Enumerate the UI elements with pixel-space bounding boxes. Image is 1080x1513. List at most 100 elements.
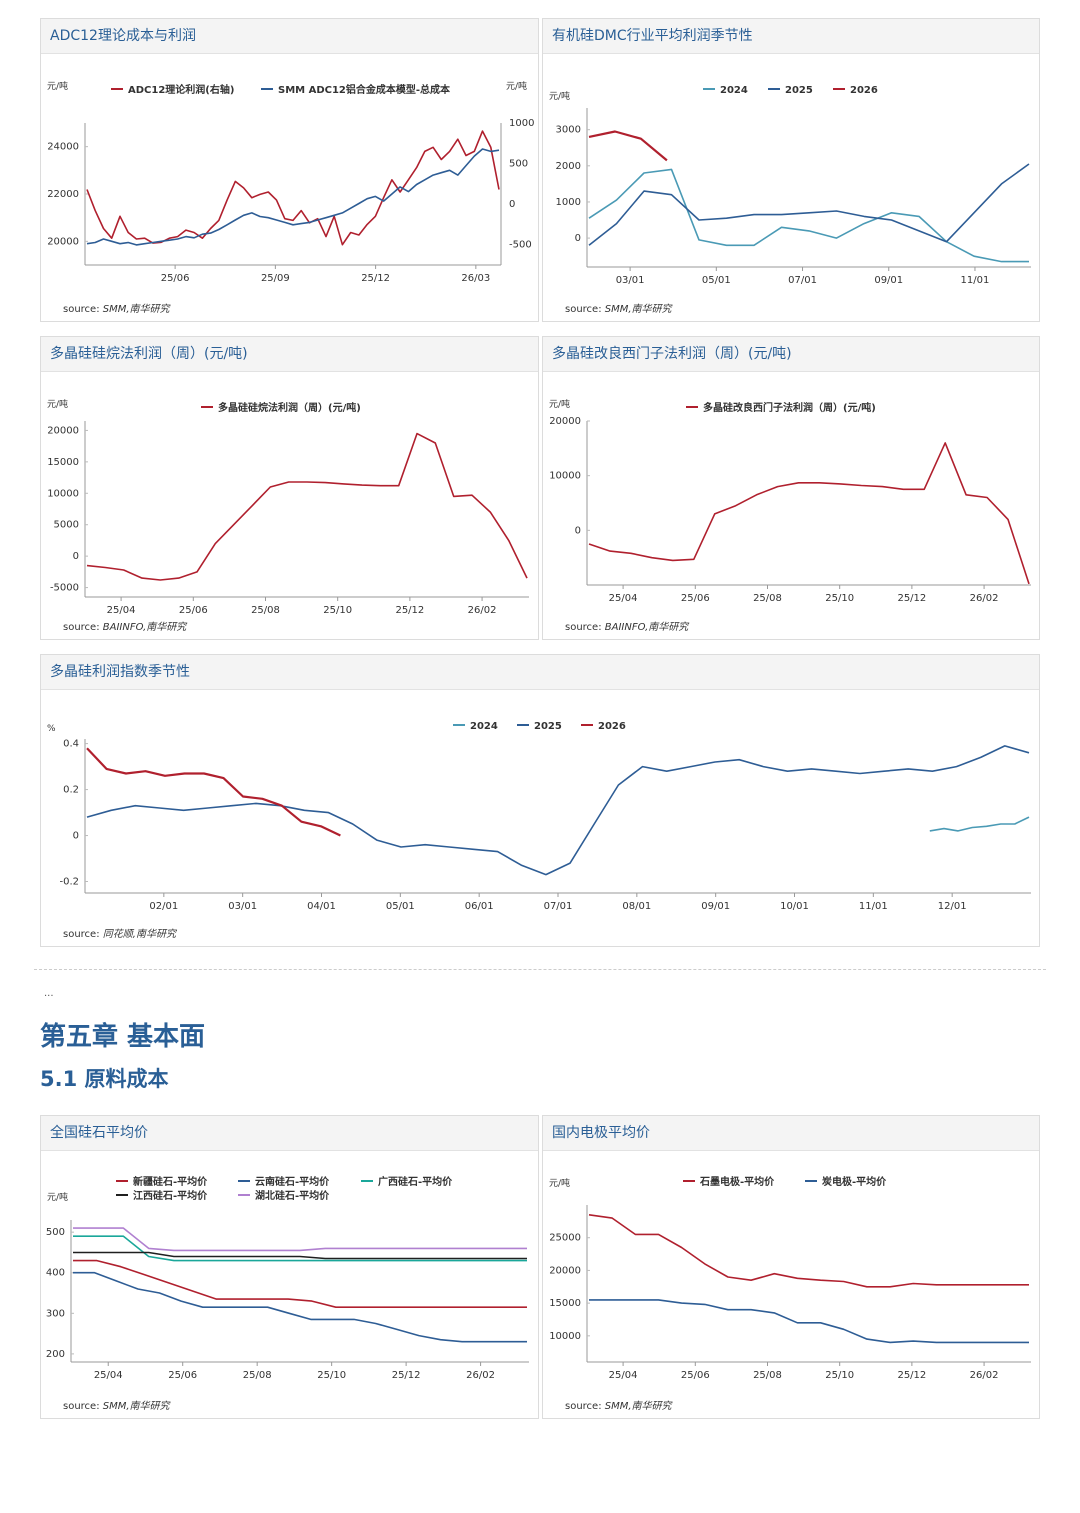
legend-label: 2024 (720, 85, 748, 96)
y-tick-label: 20000 (47, 236, 79, 247)
y-tick-label: 15000 (549, 1298, 581, 1309)
legend-label: 多晶硅硅烷法利润（周）(元/吨) (218, 401, 361, 414)
x-tick-label: 03/01 (228, 901, 257, 912)
y-tick-label: -0.2 (59, 877, 79, 888)
x-tick-label: 03/01 (616, 275, 645, 286)
y-tick-label: 3000 (556, 125, 581, 136)
x-tick-label: 26/02 (970, 1370, 999, 1381)
section-divider (34, 969, 1046, 970)
x-tick-label: 25/10 (323, 605, 352, 616)
y-right-tick-label: 1000 (509, 118, 534, 129)
legend-label: 新疆硅石-平均价 (133, 1175, 208, 1188)
chart-panel-poly-siemens: 多晶硅改良西门子法利润（周）(元/吨) 元/吨 20000 10000 0 25/04 2… (542, 336, 1040, 640)
ellipsis: ... (44, 988, 54, 999)
chart-svg: 元/吨 25000 20000 15000 10000 25/04 25/06 25/08 25… (549, 1175, 1031, 1381)
y-right-unit-label: 元/吨 (506, 80, 527, 92)
chart-title: 多晶硅利润指数季节性 (41, 655, 1039, 690)
y-right-tick-label: 500 (509, 159, 528, 170)
x-tick-label: 25/10 (825, 1370, 854, 1381)
x-tick-label: 25/12 (897, 1370, 926, 1381)
chart-svg: 元/吨 元/吨 24000 22000 20000 1000 500 0 -500 25/06 25… (47, 80, 534, 284)
source-label: source: (565, 304, 602, 315)
chart-title: 多晶硅硅烷法利润（周）(元/吨) (41, 337, 538, 372)
legend-label: 广西硅石-平均价 (378, 1175, 453, 1188)
x-tick-label: 06/01 (465, 901, 494, 912)
chart-source: source: SMM,南华研究 (63, 300, 170, 315)
chart-source: source: SMM,南华研究 (565, 300, 672, 315)
y-tick-label: 15000 (47, 457, 79, 468)
x-tick-label: 25/12 (897, 593, 926, 604)
chart-source: source: SMM,南华研究 (63, 1397, 170, 1412)
y-unit-label: 元/吨 (549, 1177, 570, 1189)
y-tick-label: 24000 (47, 142, 79, 153)
x-tick-label: 25/12 (392, 1370, 421, 1381)
chart-panel-poly-index: 多晶硅利润指数季节性 % 0.4 0.2 0 -0.2 02/01 03/01 04/01 05… (40, 654, 1040, 947)
y-unit-label: 元/吨 (47, 1191, 68, 1203)
y-tick-label: 400 (46, 1268, 65, 1279)
legend-label: 炭电极-平均价 (822, 1175, 887, 1188)
source-text: SMM,南华研究 (102, 304, 170, 315)
y-tick-label: 200 (46, 1349, 65, 1360)
chart-panel-dmc: 有机硅DMC行业平均利润季节性 元/吨 3000 2000 1000 0 03/01 05/… (542, 18, 1040, 322)
y-tick-label: 10000 (549, 471, 581, 482)
x-tick-label: 05/01 (386, 901, 415, 912)
y-tick-label: 10000 (47, 488, 79, 499)
legend-label: 2026 (598, 721, 626, 732)
chart-title: 全国硅石平均价 (41, 1116, 538, 1151)
y-unit-label: 元/吨 (549, 90, 570, 102)
y-tick-label: 500 (46, 1227, 65, 1238)
x-tick-label: 25/12 (361, 273, 390, 284)
source-label: source: (63, 929, 100, 940)
x-tick-label: 07/01 (544, 901, 573, 912)
series-line-3 (86, 747, 341, 837)
x-tick-label: 26/02 (466, 1370, 495, 1381)
x-tick-label: 25/08 (753, 593, 782, 604)
section-heading: 5.1 原料成本 (40, 1067, 169, 1091)
chart-title: 国内电极平均价 (543, 1116, 1039, 1151)
series-line-2 (73, 1271, 527, 1343)
x-tick-label: 25/12 (395, 605, 424, 616)
legend-label: 石墨电极-平均价 (699, 1175, 775, 1188)
source-text: SMM,南华研究 (102, 1401, 170, 1412)
series-line-3 (588, 130, 668, 162)
series-line-1 (588, 442, 1030, 585)
x-tick-label: 25/10 (317, 1370, 346, 1381)
series-line-3 (73, 1235, 527, 1262)
chart-svg: 元/吨 500 400 300 200 25/04 25/06 25/08 25/10 25/12… (46, 1175, 529, 1381)
x-tick-label: 11/01 (859, 901, 888, 912)
source-text: SMM,南华研究 (604, 1401, 672, 1412)
legend-label: 2024 (470, 721, 498, 732)
chart-panel-electrode: 国内电极平均价 元/吨 25000 20000 15000 10000 25/04 25/0… (542, 1115, 1040, 1419)
x-tick-label: 25/08 (753, 1370, 782, 1381)
series-line-1 (588, 168, 1029, 263)
x-tick-label: 11/01 (961, 275, 990, 286)
x-tick-label: 25/08 (251, 605, 280, 616)
source-label: source: (565, 1401, 602, 1412)
chart-title: ADC12理论成本与利润 (41, 19, 538, 54)
y-tick-label: 10000 (549, 1331, 581, 1342)
source-label: source: (63, 1401, 100, 1412)
series-line-1 (73, 1259, 527, 1308)
x-tick-label: 08/01 (622, 901, 651, 912)
source-text: SMM,南华研究 (604, 304, 672, 315)
y-unit-label: 元/吨 (47, 398, 68, 410)
y-tick-label: 0 (575, 233, 581, 244)
chart-source: source: BAIINFO,南华研究 (63, 618, 186, 633)
series-line-1 (929, 816, 1030, 832)
x-tick-label: 25/04 (107, 605, 136, 616)
y-unit-label: 元/吨 (549, 398, 570, 410)
y-tick-label: 2000 (556, 161, 581, 172)
x-tick-label: 05/01 (702, 275, 731, 286)
x-tick-label: 04/01 (307, 901, 336, 912)
y-tick-label: 20000 (549, 416, 581, 427)
legend-label: 2025 (534, 721, 562, 732)
source-label: source: (63, 304, 100, 315)
y-right-tick-label: -500 (509, 240, 532, 251)
y-tick-label: 20000 (549, 1265, 581, 1276)
chart-panel-poly-silane: 多晶硅硅烷法利润（周）(元/吨) 元/吨 20000 15000 10000 5000 0… (40, 336, 539, 640)
y-tick-label: 0 (73, 831, 79, 842)
x-tick-label: 07/01 (788, 275, 817, 286)
series-line-1 (86, 130, 500, 246)
y-tick-label: 0.2 (63, 785, 79, 796)
y-tick-label: 0.4 (63, 739, 79, 750)
